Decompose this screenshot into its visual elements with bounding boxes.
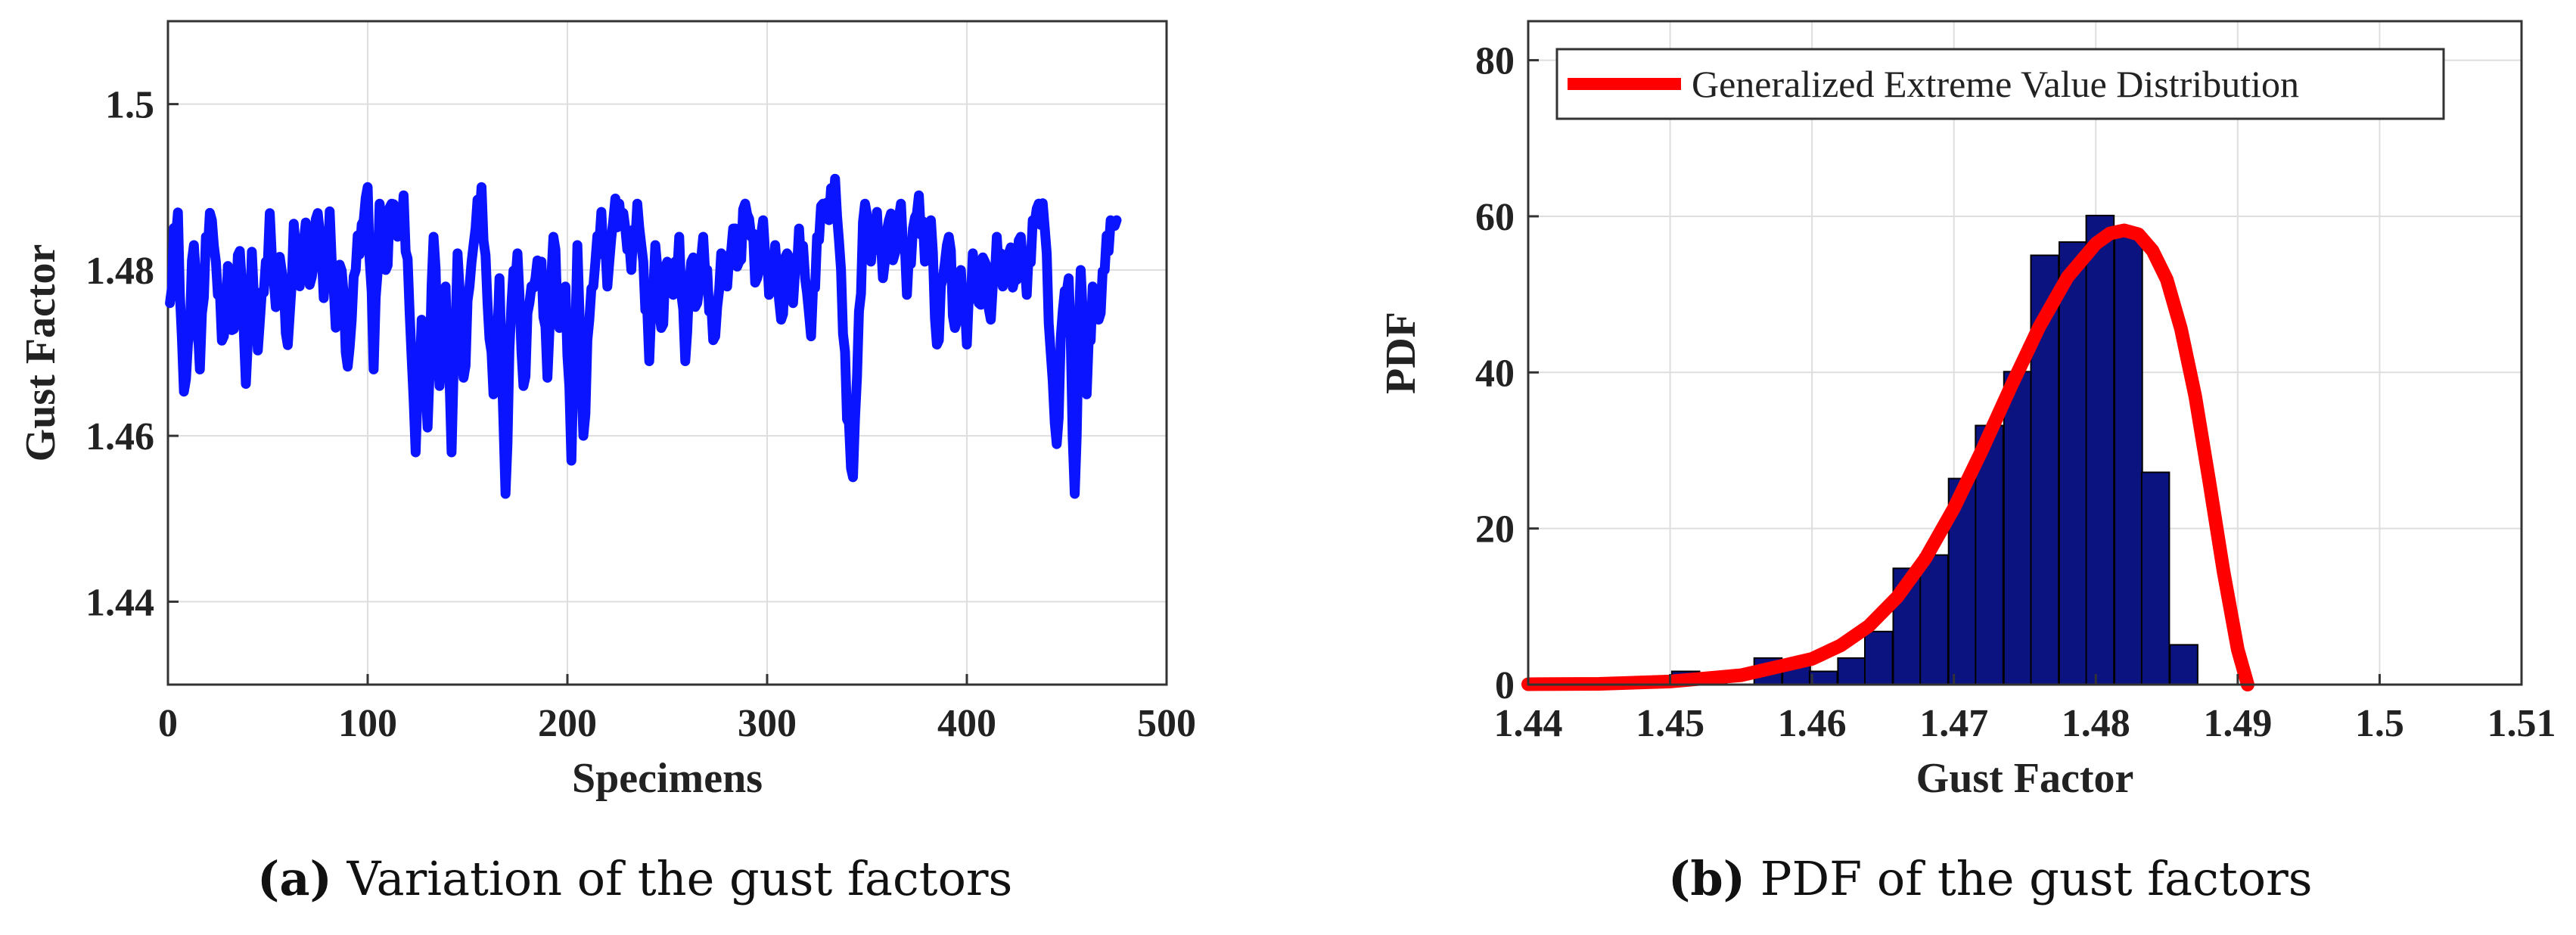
a-ytick-label-1-44: 1.44 [85, 581, 154, 624]
histogram-bar-9 [1808, 670, 1838, 685]
panel-a-line-chart: 0 100 200 300 400 500 1.44 1.46 1.48 1.5 Specimen… [17, 20, 1196, 802]
panel-b-histogram-bars [1670, 214, 2198, 686]
histogram-bar-18 [2059, 241, 2088, 685]
b-ytick-label-20: 20 [1475, 508, 1515, 551]
panel-a-grid [167, 21, 1167, 685]
histogram-bar-11 [1864, 630, 1894, 685]
b-xtick-label-1-51: 1.51 [2487, 702, 2556, 745]
histogram-bar-13 [1919, 554, 1949, 686]
b-ytick-label-0: 0 [1495, 664, 1515, 707]
panel-a-series [165, 173, 1122, 499]
caption-b-text: PDF of the gust factors [1760, 851, 2313, 906]
panel-b-y-axis-label: PDF [1378, 312, 1425, 394]
panel-b-axes-frame [1527, 20, 2523, 686]
series-line-gev-distribution [1521, 223, 2254, 691]
caption-a-label: (a) [257, 851, 332, 906]
legend-entry-gev: Generalized Extreme Value Distribution [1692, 63, 2299, 105]
caption-b-label: (b) [1668, 851, 1746, 906]
panel-b-legend: Generalized Extreme Value Distribution [1555, 48, 2445, 120]
a-xtick-label-400: 400 [937, 702, 996, 745]
histogram-bar-22 [2169, 644, 2198, 686]
b-xtick-label-1-44: 1.44 [1494, 702, 1563, 745]
b-xtick-label-1-46: 1.46 [1778, 702, 1847, 745]
b-ytick-label-40: 40 [1475, 352, 1515, 395]
histogram-bar-19 [2085, 214, 2115, 685]
b-xtick-label-1-48: 1.48 [2062, 702, 2130, 745]
histogram-bar-16 [2003, 371, 2033, 685]
caption-b: (b) PDF of the gust factors [1668, 851, 2313, 919]
caption-a: (a) Variation of the gust factors [257, 851, 1012, 919]
b-xtick-label-1-49: 1.49 [2203, 702, 2272, 745]
b-xtick-label-1-5: 1.5 [2355, 702, 2404, 745]
a-xtick-label-300: 300 [738, 702, 797, 745]
a-ytick-label-1-46: 1.46 [85, 415, 154, 458]
panel-b-gev-curve [1521, 223, 2254, 691]
a-xtick-label-100: 100 [338, 702, 397, 745]
b-ytick-label-80: 80 [1475, 40, 1515, 83]
histogram-bar-20 [2114, 234, 2143, 685]
panel-a-axes-frame [166, 20, 1168, 686]
b-xtick-label-1-47: 1.47 [1919, 702, 1988, 745]
panel-a-y-axis-label: Gust Factor [17, 244, 64, 462]
caption-a-text: Variation of the gust factors [346, 851, 1013, 906]
histogram-bar-21 [2140, 471, 2170, 686]
series-line-gust-factor [165, 173, 1122, 499]
a-ytick-label-1-48: 1.48 [85, 250, 154, 293]
panel-a-tick-labels: 0 100 200 300 400 500 1.44 1.46 1.48 1.5 [85, 84, 1196, 745]
a-ytick-label-1-5: 1.5 [105, 84, 154, 127]
a-xtick-label-200: 200 [538, 702, 597, 745]
panel-b-x-axis-label: Gust Factor [1916, 755, 2134, 802]
a-xtick-label-0: 0 [158, 702, 178, 745]
legend-box [1555, 48, 2445, 120]
panel-a-x-axis-label: Specimens [572, 755, 763, 802]
b-ytick-label-60: 60 [1475, 196, 1515, 239]
a-xtick-label-500: 500 [1137, 702, 1196, 745]
b-xtick-label-1-45: 1.45 [1636, 702, 1704, 745]
histogram-bar-10 [1837, 657, 1866, 686]
panel-b-histogram-chart: 1.44 1.45 1.46 1.47 1.48 1.49 1.5 1.51 0 20 40 60 80… [1378, 20, 2556, 802]
panel-b-tick-labels: 1.44 1.45 1.46 1.47 1.48 1.49 1.5 1.51 0 20 40 60 80 [1475, 40, 2556, 745]
